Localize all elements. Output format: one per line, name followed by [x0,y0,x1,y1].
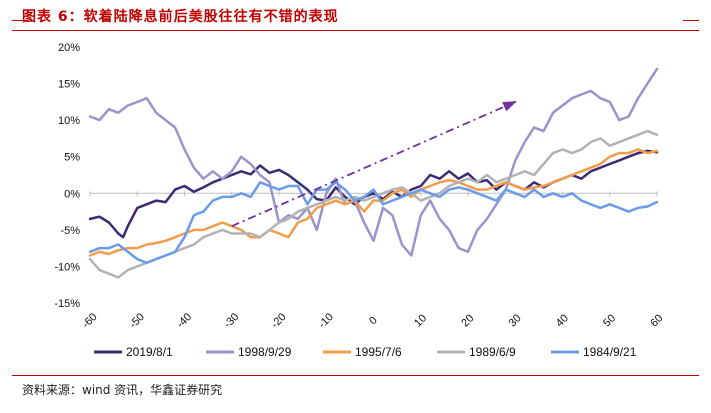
x-tick-label: -20 [269,311,289,331]
series-line-3 [88,148,659,257]
x-tick-label: 30 [507,312,524,329]
x-tick-label: 40 [554,312,571,329]
x-tick-label: -30 [222,311,242,331]
series-line-2 [88,67,659,257]
top-right-rule [683,20,699,21]
trend-arrow-line [231,101,516,228]
legend-layer: 2019/8/1 1998/9/29 1995/7/6 1989/6/9 1984/9/… [94,345,637,359]
x-tick-label: 10 [412,312,429,329]
y-tick-label: -15% [54,298,80,310]
series-line-5 [88,181,659,265]
x-tick-label: 0 [367,314,380,327]
x-tick-label: -40 [175,311,195,331]
legend-label-4: 1989/6/9 [469,345,516,359]
footer-divider [12,375,699,376]
source-note: 资料来源：wind 资讯，华鑫证券研究 [22,383,223,397]
y-tick-label: 10% [58,115,80,127]
figure-title: 图表 6：软着陆降息前后美股往往有不错的表现 [22,9,339,25]
annotation-layer [231,101,518,228]
axis-layer: -15% -10% -5% 0% 5% 10% 15% 20% -60 -50 -40 -30 -20 -… [54,42,665,331]
top-left-rule [12,20,28,21]
x-tick-label: 60 [648,312,665,329]
title-divider [12,30,699,31]
x-tick-label: 50 [601,312,618,329]
legend-label-1: 2019/8/1 [126,345,173,359]
y-tick-label: -10% [54,261,80,273]
x-tick-label: -60 [80,311,100,331]
y-tick-label: 0% [64,188,80,200]
legend-label-2: 1998/9/29 [238,345,292,359]
y-tick-label: 20% [58,42,80,54]
x-tick-label: -10 [316,311,336,331]
x-tick-label: -50 [127,311,147,331]
trend-arrow-head [502,101,518,112]
legend-label-5: 1984/9/21 [583,345,637,359]
series-layer [88,67,659,279]
y-tick-label: 15% [58,79,80,91]
x-tick-label: 20 [459,312,476,329]
y-tick-label: -5% [60,225,80,237]
legend-label-3: 1995/7/6 [355,345,402,359]
y-tick-label: 5% [64,152,80,164]
series-line-4 [88,129,659,279]
